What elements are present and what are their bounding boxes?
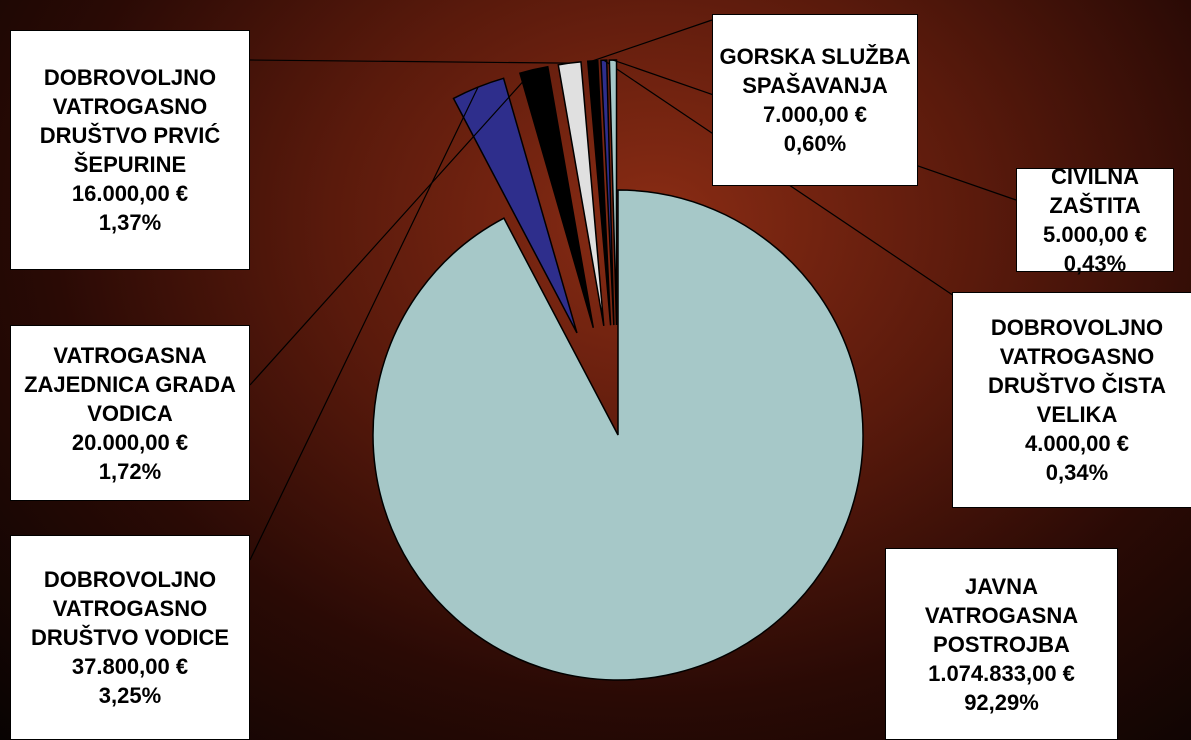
slice-label: CIVILNA ZAŠTITA 5.000,00 € 0,43% (1016, 164, 1174, 276)
slice-label: JAVNA VATROGASNA POSTROJBA 1.074.833,00 €… (885, 548, 1118, 740)
slice-label: GORSKA SLUŽBA SPAŠAVANJA 7.000,00 € 0,60% (712, 14, 918, 186)
amount-label: 37.800,00 € (71, 654, 189, 679)
percent-label: 0,43% (1063, 251, 1127, 276)
leader-line (249, 86, 479, 561)
slice-label: DOBROVOLJNO VATROGASNO DRUŠTVO VODICE 37.… (10, 535, 250, 740)
amount-label: 16.000,00 € (71, 181, 189, 206)
category-name: GORSKA SLUŽBA SPAŠAVANJA (719, 44, 911, 98)
amount-label: 7.000,00 € (763, 102, 867, 127)
percent-label: 3,25% (98, 683, 162, 708)
pie-slice (372, 189, 864, 681)
percent-label: 1,37% (98, 210, 162, 235)
slice-label: DOBROVOLJNO VATROGASNO DRUŠTVO PRVIĆ ŠEP… (10, 30, 250, 270)
percent-label: 92,29% (964, 689, 1039, 715)
amount-label: 20.000,00 € (71, 429, 189, 455)
category-name: DOBROVOLJNO VATROGASNO DRUŠTVO PRVIĆ ŠEP… (39, 65, 221, 177)
pie-slice (600, 59, 615, 326)
percent-label: 1,72% (98, 458, 162, 484)
amount-label: 5.000,00 € (1043, 222, 1147, 247)
slice-label: DOBROVOLJNO VATROGASNO DRUŠTVO ČISTA VEL… (952, 292, 1191, 508)
slice-label: VATROGASNA ZAJEDNICA GRADA VODICA 20.000,… (10, 325, 250, 501)
category-name: JAVNA VATROGASNA POSTROJBA (924, 573, 1079, 657)
category-name: CIVILNA ZAŠTITA (1049, 164, 1141, 218)
category-name: DOBROVOLJNO VATROGASNO DRUŠTVO VODICE (30, 567, 230, 650)
leader-line (592, 19, 713, 62)
percent-label: 0,60% (783, 131, 847, 156)
leader-line (249, 59, 570, 64)
leader-line (249, 69, 535, 386)
category-name: VATROGASNA ZAJEDNICA GRADA VODICA (24, 342, 236, 426)
category-name: DOBROVOLJNO VATROGASNO DRUŠTVO ČISTA VEL… (987, 315, 1167, 427)
amount-label: 4.000,00 € (1025, 431, 1129, 456)
amount-label: 1.074.833,00 € (928, 660, 1075, 686)
percent-label: 0,34% (1045, 460, 1109, 485)
pie-slice (608, 59, 618, 326)
